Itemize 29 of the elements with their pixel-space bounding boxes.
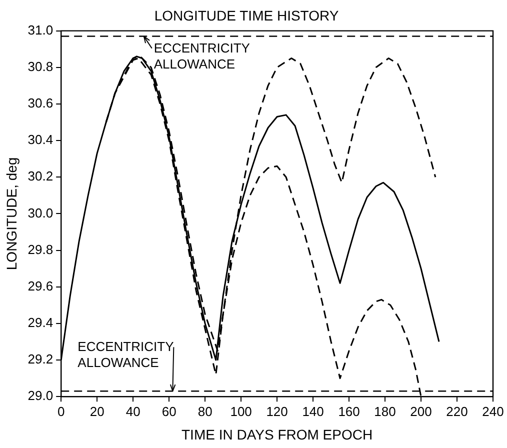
x-tick-label: 0 xyxy=(57,404,65,419)
y-tick-label: 29.4 xyxy=(28,315,54,330)
y-tick-label: 30.2 xyxy=(28,168,54,184)
x-tick-label: 60 xyxy=(162,404,176,419)
x-tick-label: 100 xyxy=(230,404,252,419)
y-tick-label: 31.0 xyxy=(28,22,54,38)
x-tick-label: 80 xyxy=(198,404,212,419)
y-tick-label: 30.6 xyxy=(28,96,54,111)
y-tick-label: 30.4 xyxy=(28,132,54,148)
chart-title: LONGITUDE TIME HISTORY xyxy=(154,7,340,24)
x-tick-label: 160 xyxy=(338,404,360,419)
x-tick-label: 180 xyxy=(374,404,396,419)
x-tick-label: 140 xyxy=(302,404,324,419)
x-tick-label: 200 xyxy=(410,404,432,419)
annotation: ECCENTRICITY ALLOWANCE xyxy=(78,339,174,370)
x-axis-title: TIME IN DAYS FROM EPOCH xyxy=(182,426,373,442)
annotation: ECCENTRICITY ALLOWANCE xyxy=(154,40,250,72)
x-tick-label: 40 xyxy=(126,404,140,419)
x-tick-label: 120 xyxy=(266,404,288,419)
y-tick-label: 29.2 xyxy=(28,352,54,367)
y-tick-label: 29.0 xyxy=(28,388,54,404)
y-tick-label: 29.8 xyxy=(28,242,54,257)
x-tick-label: 240 xyxy=(482,404,504,419)
y-axis-title: LONGITUDE, deg xyxy=(3,157,20,270)
y-tick-label: 30.8 xyxy=(28,58,54,74)
y-tick-label: 30.0 xyxy=(28,205,54,220)
x-tick-label: 20 xyxy=(90,404,104,419)
x-tick-label: 220 xyxy=(446,404,468,419)
y-tick-label: 29.6 xyxy=(28,278,54,294)
